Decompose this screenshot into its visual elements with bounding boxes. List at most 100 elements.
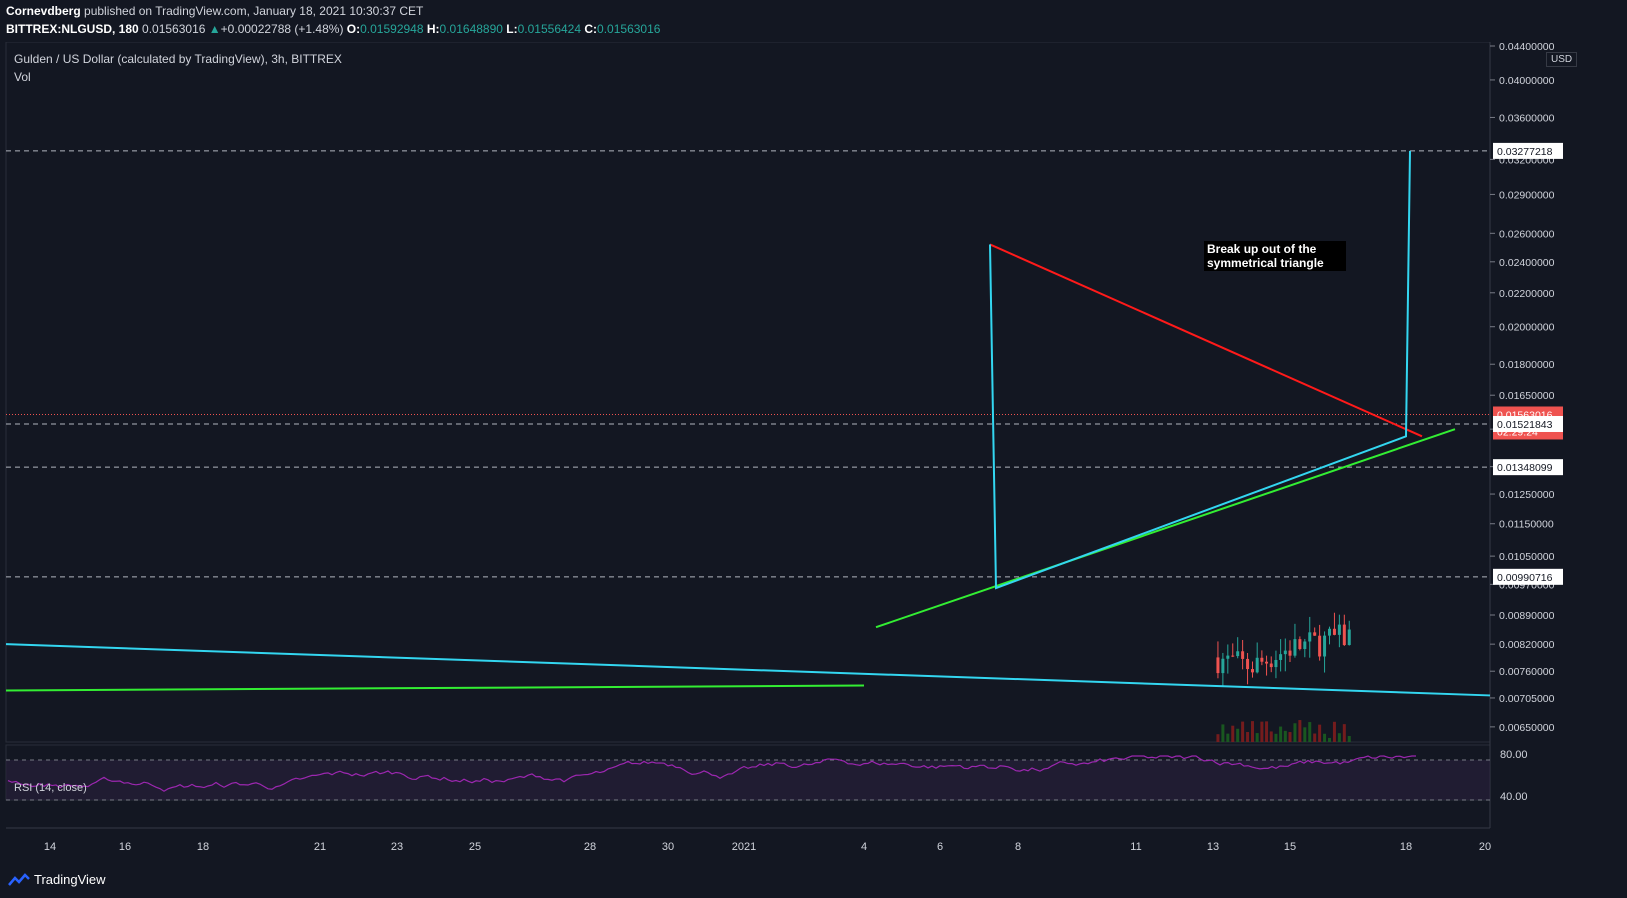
x-tick-label: 28 <box>584 841 596 853</box>
volume-bar <box>1279 726 1283 742</box>
x-tick-label: 4 <box>861 841 867 853</box>
candlesticks <box>1216 612 1351 687</box>
volume-bars <box>1216 720 1351 742</box>
rsi-tick-label: 40.00 <box>1500 791 1528 803</box>
currency-badge[interactable]: USD <box>1546 52 1578 67</box>
series-title[interactable]: Gulden / US Dollar (calculated by Tradin… <box>14 52 342 66</box>
y-tick-label: 0.00890000 <box>1499 610 1555 622</box>
y-tick-label: 0.01150000 <box>1499 519 1554 531</box>
y-tick-label: 0.02000000 <box>1499 322 1555 334</box>
candle-body <box>1241 651 1245 659</box>
candle-body <box>1260 657 1264 662</box>
volume-bar <box>1308 722 1312 742</box>
price-label-box <box>1493 459 1563 476</box>
volume-bar <box>1255 733 1259 742</box>
price-label-text: 0.00990716 <box>1497 572 1553 584</box>
volume-bar <box>1221 724 1225 742</box>
candle-body <box>1283 650 1287 655</box>
published-text: published on TradingView.com, January 18… <box>84 4 424 18</box>
price-label-text: 0.03277218 <box>1497 146 1553 158</box>
candle-body <box>1288 650 1292 656</box>
x-tick-label: 23 <box>391 841 403 853</box>
candle-body <box>1308 632 1312 642</box>
candle-body <box>1216 657 1220 674</box>
y-tick-label: 0.01650000 <box>1499 390 1555 402</box>
y-tick-label: 0.00650000 <box>1499 722 1555 734</box>
close-label: C: <box>584 22 598 36</box>
price-label-box <box>1493 568 1563 585</box>
volume-bar <box>1323 733 1327 742</box>
y-tick-label: 0.03600000 <box>1499 112 1555 124</box>
tradingview-logo-icon <box>8 872 30 886</box>
candle-body <box>1342 624 1346 646</box>
y-tick-label: 0.02400000 <box>1499 257 1555 269</box>
resistance-trendline <box>989 243 1423 438</box>
symbol-label: BITTREX:NLGUSD, 180 <box>6 22 139 36</box>
open-value: 0.01592948 <box>360 22 424 36</box>
candle-body <box>1279 654 1283 660</box>
high-value: 0.01648890 <box>439 22 503 36</box>
volume-bar <box>1288 732 1292 742</box>
candle-body <box>1318 635 1322 657</box>
price-label-text: 0.01521843 <box>1497 419 1553 431</box>
author-name[interactable]: Cornevdberg <box>6 4 81 18</box>
volume-bar <box>1260 721 1264 742</box>
price-pane-border <box>5 42 1491 743</box>
volume-bar <box>1342 724 1346 742</box>
y-tick-label: 0.00705000 <box>1499 693 1555 705</box>
time-axis[interactable]: 14 16 18 21 23 25 28 30 2021 4 6 8 11 13 15 18 20 <box>44 841 1491 853</box>
x-tick-label: 14 <box>44 841 56 853</box>
candle-body <box>1255 657 1259 673</box>
candle-body <box>1251 669 1254 673</box>
volume-bar <box>1236 728 1240 742</box>
volume-bar <box>1226 733 1230 742</box>
brand-name: TradingView <box>34 872 106 887</box>
volume-bar <box>1298 720 1302 742</box>
y-tick-label: 0.04000000 <box>1499 75 1555 87</box>
volume-label[interactable]: Vol <box>14 70 31 84</box>
rsi-tick-label: 80.00 <box>1500 749 1528 761</box>
change-arrow-icon: ▲ <box>208 22 221 36</box>
candle-body <box>1269 663 1273 668</box>
volume-bar <box>1241 721 1245 742</box>
rsi-label[interactable]: RSI (14, close) <box>14 782 87 794</box>
x-tick-label: 25 <box>469 841 481 853</box>
close-value: 0.01563016 <box>597 22 661 36</box>
y-tick-label: 0.02900000 <box>1499 189 1555 201</box>
x-tick-label: 21 <box>314 841 326 853</box>
x-tick-label: 11 <box>1130 841 1141 853</box>
x-tick-label: 16 <box>119 841 131 853</box>
y-tick-label: 0.00820000 <box>1499 639 1555 651</box>
support-trendline <box>875 428 1456 629</box>
candle-body <box>1332 628 1336 635</box>
candle-body <box>1328 628 1331 636</box>
rsi-pane: 80.00 40.00 <box>6 749 1528 803</box>
x-tick-label: 2021 <box>732 841 756 853</box>
candle-body <box>1236 651 1240 657</box>
candle-body <box>1298 639 1302 649</box>
price-chart[interactable]: 80.00 40.00 0.04400000 0.04000000 0.0360000… <box>0 42 1627 864</box>
volume-bar <box>1337 733 1341 742</box>
candle-body <box>1293 639 1297 656</box>
x-tick-label: 30 <box>662 841 674 853</box>
x-tick-label: 8 <box>1015 841 1021 853</box>
x-tick-label: 20 <box>1479 841 1491 853</box>
publish-line: Cornevdberg published on TradingView.com… <box>6 4 423 18</box>
volume-bar <box>1347 736 1351 742</box>
volume-bar <box>1318 724 1322 742</box>
volume-bar <box>1293 723 1297 742</box>
volume-bar <box>1313 733 1317 742</box>
price-change: +0.00022788 (+1.48%) <box>220 22 344 36</box>
volume-bar <box>1332 721 1336 742</box>
annotation-note[interactable]: Break up out of the symmetrical triangle <box>1204 241 1346 271</box>
x-tick-label: 6 <box>937 841 943 853</box>
volume-bar <box>1265 721 1269 742</box>
candle-body <box>1347 629 1351 646</box>
path-projection <box>989 150 1411 590</box>
tradingview-brand[interactable]: TradingView <box>8 872 106 887</box>
x-tick-label: 18 <box>1400 841 1412 853</box>
volume-bar <box>1231 725 1235 742</box>
candle-body <box>1303 641 1307 649</box>
chart-legend: Gulden / US Dollar (calculated by Tradin… <box>14 52 342 88</box>
long-term-trend-trendline <box>5 643 1491 697</box>
